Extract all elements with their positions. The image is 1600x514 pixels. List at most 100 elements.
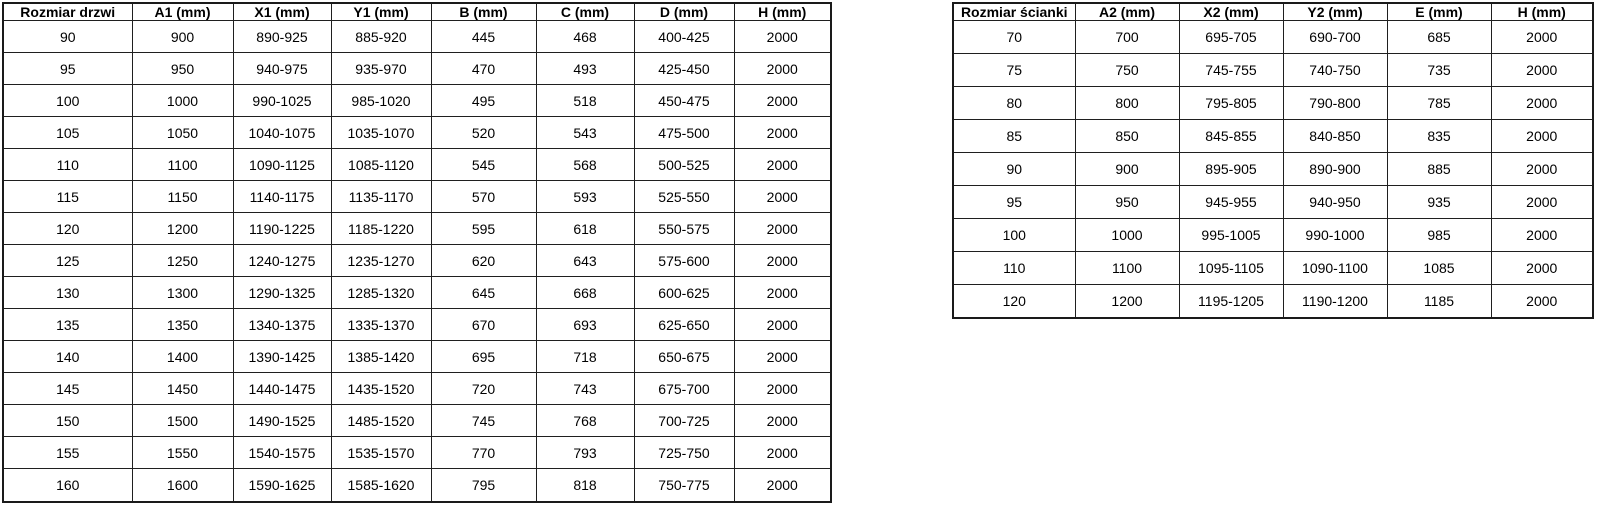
table-cell: 1090-1100: [1282, 250, 1388, 285]
table-cell: 985-1020: [330, 84, 432, 118]
table-cell: 1140-1175: [232, 180, 332, 214]
table-cell: 745: [430, 404, 537, 438]
table-cell: 155: [2, 436, 133, 470]
table-cell: 450-475: [633, 84, 735, 118]
table-cell: 1085-1120: [330, 148, 432, 182]
table-cell: 525-550: [633, 180, 735, 214]
table-cell: 2000: [733, 148, 832, 182]
table-cell: 468: [535, 19, 635, 54]
table-row: 100 1000 995-1005 990-1000 985 2000: [952, 217, 1594, 252]
table-cell: 2000: [1490, 118, 1594, 153]
table-cell: 1190-1225: [232, 212, 332, 246]
table-cell: 2000: [733, 276, 832, 310]
table-cell: 793: [535, 436, 635, 470]
table-cell: 768: [535, 404, 635, 438]
table-cell: 100: [2, 84, 133, 118]
table-cell: 735: [1386, 52, 1492, 87]
table-cell: 1490-1525: [232, 404, 332, 438]
table-row: 80 800 795-805 790-800 785 2000: [952, 85, 1594, 120]
column-header: Rozmiar drzwi: [2, 2, 133, 21]
column-header: A2 (mm): [1074, 2, 1180, 21]
table-row: 95 950 940-975 935-970 470 493 425-450 2000: [2, 52, 832, 86]
table-cell: 1550: [131, 436, 234, 470]
table-cell: 2000: [733, 340, 832, 374]
table-cell: 470: [430, 52, 537, 86]
table-cell: 1190-1200: [1282, 283, 1388, 319]
table-cell: 1100: [1074, 250, 1180, 285]
table-row: 155 1550 1540-1575 1535-1570 770 793 725-750 20…: [2, 436, 832, 470]
table-cell: 785: [1386, 85, 1492, 120]
table-cell: 1085: [1386, 250, 1492, 285]
table-cell: 1285-1320: [330, 276, 432, 310]
table-cell: 593: [535, 180, 635, 214]
table-cell: 475-500: [633, 116, 735, 150]
table-cell: 950: [1074, 184, 1180, 219]
table-cell: 990-1000: [1282, 217, 1388, 252]
column-header: D (mm): [633, 2, 735, 21]
table-row: 150 1500 1490-1525 1485-1520 745 768 700-725 20…: [2, 404, 832, 438]
table-cell: 940-950: [1282, 184, 1388, 219]
table-header-row: Rozmiar drzwi A1 (mm) X1 (mm) Y1 (mm) B (mm)…: [2, 2, 832, 21]
table-cell: 795: [430, 468, 537, 503]
table-cell: 720: [430, 372, 537, 406]
table-cell: 885: [1386, 151, 1492, 186]
table-cell: 2000: [733, 436, 832, 470]
table-cell: 2000: [733, 19, 832, 54]
table-cell: 1000: [131, 84, 234, 118]
table-row: 120 1200 1195-1205 1190-1200 1185 2000: [952, 283, 1594, 319]
table-cell: 743: [535, 372, 635, 406]
table-header-row: Rozmiar ścianki A2 (mm) X2 (mm) Y2 (mm) E (m…: [952, 2, 1594, 21]
table-cell: 675-700: [633, 372, 735, 406]
table-cell: 725-750: [633, 436, 735, 470]
table-cell: 1050: [131, 116, 234, 150]
table-cell: 500-525: [633, 148, 735, 182]
table-cell: 845-855: [1178, 118, 1284, 153]
table-cell: 445: [430, 19, 537, 54]
table-cell: 935: [1386, 184, 1492, 219]
table-cell: 145: [2, 372, 133, 406]
table-cell: 2000: [733, 52, 832, 86]
table-cell: 2000: [733, 244, 832, 278]
table-cell: 2000: [733, 308, 832, 342]
table-cell: 400-425: [633, 19, 735, 54]
table-cell: 840-850: [1282, 118, 1388, 153]
table-cell: 518: [535, 84, 635, 118]
table-cell: 130: [2, 276, 133, 310]
column-header: X2 (mm): [1178, 2, 1284, 21]
table-cell: 80: [952, 85, 1076, 120]
table-cell: 1400: [131, 340, 234, 374]
table-cell: 890-925: [232, 19, 332, 54]
table-row: 75 750 745-755 740-750 735 2000: [952, 52, 1594, 87]
table-cell: 2000: [1490, 85, 1594, 120]
table-cell: 850: [1074, 118, 1180, 153]
table-cell: 1000: [1074, 217, 1180, 252]
table-cell: 1535-1570: [330, 436, 432, 470]
table-cell: 1500: [131, 404, 234, 438]
table-cell: 693: [535, 308, 635, 342]
column-header: H (mm): [1490, 2, 1594, 21]
table-cell: 990-1025: [232, 84, 332, 118]
table-cell: 645: [430, 276, 537, 310]
table-cell: 885-920: [330, 19, 432, 54]
table-cell: 745-755: [1178, 52, 1284, 87]
table-cell: 1540-1575: [232, 436, 332, 470]
column-header: X1 (mm): [232, 2, 332, 21]
column-header: H (mm): [733, 2, 832, 21]
table-cell: 940-975: [232, 52, 332, 86]
table-cell: 568: [535, 148, 635, 182]
table-row: 85 850 845-855 840-850 835 2000: [952, 118, 1594, 153]
wall-size-table: Rozmiar ścianki A2 (mm) X2 (mm) Y2 (mm) E (m…: [952, 2, 1594, 319]
table-cell: 1235-1270: [330, 244, 432, 278]
table-cell: 1040-1075: [232, 116, 332, 150]
table-cell: 800: [1074, 85, 1180, 120]
table-cell: 985: [1386, 217, 1492, 252]
table-cell: 1185-1220: [330, 212, 432, 246]
table-cell: 695: [430, 340, 537, 374]
wall-table-header: Rozmiar ścianki A2 (mm) X2 (mm) Y2 (mm) E (m…: [952, 2, 1594, 21]
table-cell: 1300: [131, 276, 234, 310]
table-cell: 2000: [1490, 151, 1594, 186]
table-cell: 100: [952, 217, 1076, 252]
table-cell: 895-905: [1178, 151, 1284, 186]
column-header: B (mm): [430, 2, 537, 21]
column-header: E (mm): [1386, 2, 1492, 21]
